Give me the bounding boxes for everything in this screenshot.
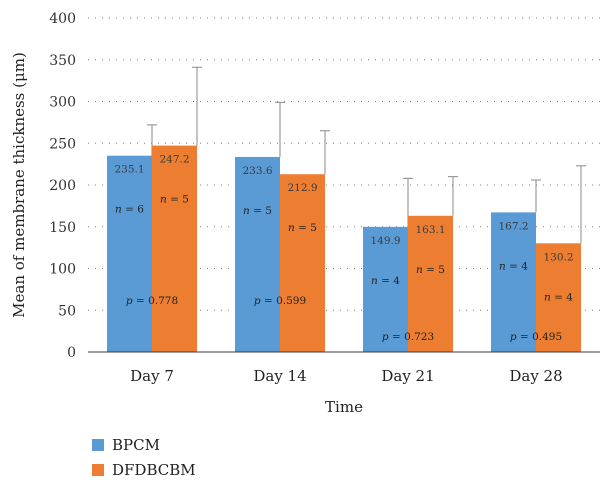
value-label-bpcm-3: 149.9 <box>370 235 400 247</box>
bar-dfdbcbm-4 <box>536 243 581 352</box>
bar-annotations: 235.1 n = 6 247.2 n = 5 p = 0.778 233.6 n = 5 2… <box>114 154 573 343</box>
n-label-bpcm-3: n = 4 <box>371 275 400 287</box>
y-tick-label-400: 400 <box>49 11 76 27</box>
y-tick-label-300: 300 <box>49 95 76 111</box>
x-tick-labels: Day 7 Day 14 Day 21 Day 28 <box>130 367 563 385</box>
bar-bpcm-1 <box>107 155 152 352</box>
bar-bpcm-4 <box>491 212 536 352</box>
p-value-label-4: p = 0.495 <box>510 331 562 343</box>
y-tick-label-200: 200 <box>49 178 76 194</box>
bar-dfdbcbm-2 <box>280 174 325 352</box>
value-label-dfdbcbm-4: 130.2 <box>543 251 573 263</box>
y-tick-label-100: 100 <box>49 262 76 278</box>
y-tick-label-350: 350 <box>49 53 76 69</box>
value-label-dfdbcbm-3: 163.1 <box>415 224 445 236</box>
p-value-label-2: p = 0.599 <box>254 295 306 307</box>
value-label-dfdbcbm-2: 212.9 <box>287 182 317 194</box>
y-tick-label-50: 50 <box>58 303 76 319</box>
p-value-label-3: p = 0.723 <box>382 331 434 343</box>
bar-bpcm-2 <box>235 156 280 352</box>
y-axis-title: Mean of membrane thickness (μm) <box>10 52 28 318</box>
legend-swatch-dfdbcbm <box>92 464 104 476</box>
n-label-bpcm-4: n = 4 <box>499 260 528 272</box>
value-label-bpcm-1: 235.1 <box>114 164 144 176</box>
p-value-label-1: p = 0.778 <box>126 295 178 307</box>
n-label-bpcm-1: n = 6 <box>115 204 144 216</box>
value-label-dfdbcbm-1: 247.2 <box>159 154 189 166</box>
legend-swatch-bpcm <box>92 439 104 451</box>
x-tick-label-1: Day 7 <box>130 367 174 385</box>
bars <box>107 145 581 352</box>
error-bars <box>147 66 586 244</box>
bar-dfdbcbm-3 <box>408 215 453 352</box>
n-label-dfdbcbm-3: n = 5 <box>416 264 445 276</box>
n-label-bpcm-2: n = 5 <box>243 205 272 217</box>
y-tick-labels: 0 50 100 150 200 250 300 350 400 <box>49 11 76 361</box>
bar-bpcm-3 <box>363 226 408 352</box>
x-tick-label-4: Day 28 <box>509 367 562 385</box>
bar-dfdbcbm-1 <box>152 145 197 352</box>
y-tick-label-0: 0 <box>67 345 76 361</box>
value-label-bpcm-2: 233.6 <box>242 165 272 177</box>
value-label-bpcm-4: 167.2 <box>498 220 528 232</box>
n-label-dfdbcbm-4: n = 4 <box>544 291 573 303</box>
legend: BPCM DFDBCBM <box>92 436 196 479</box>
n-label-dfdbcbm-1: n = 5 <box>160 194 189 206</box>
x-tick-label-3: Day 21 <box>381 367 434 385</box>
y-tick-label-250: 250 <box>49 136 76 152</box>
legend-label-dfdbcbm: DFDBCBM <box>112 461 196 479</box>
n-label-dfdbcbm-2: n = 5 <box>288 222 317 234</box>
y-tick-label-150: 150 <box>49 220 76 236</box>
x-tick-label-2: Day 14 <box>253 367 306 385</box>
x-axis-title: Time <box>325 398 363 416</box>
legend-label-bpcm: BPCM <box>112 436 160 454</box>
